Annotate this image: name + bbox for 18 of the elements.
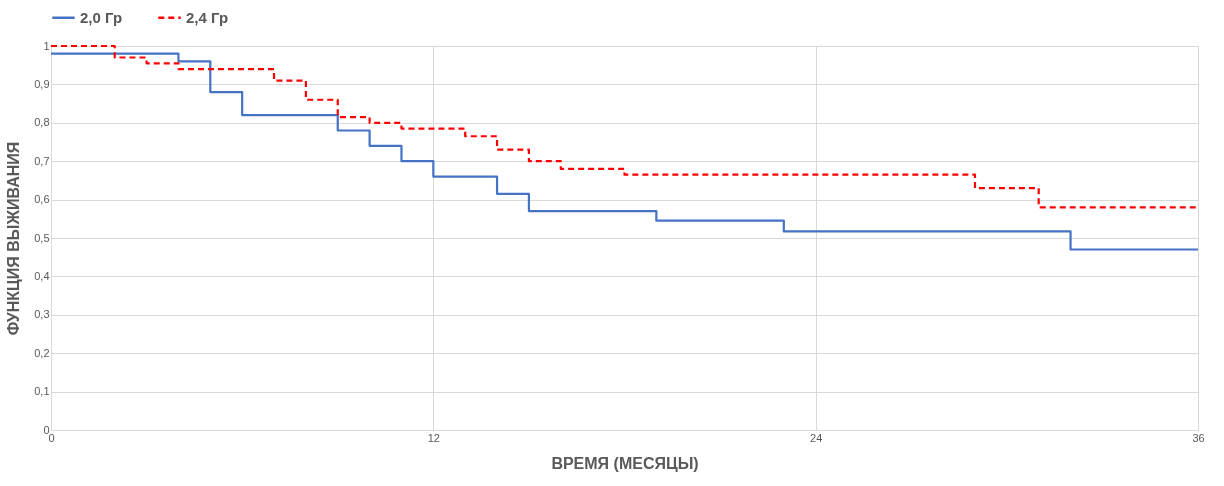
y-axis-title: ФУНКЦИЯ ВЫЖИВАНИЯ	[5, 141, 23, 336]
x-tick-label: 12	[427, 431, 440, 444]
y-tick-label: 0,7	[34, 154, 50, 167]
x-tick-label: 36	[1192, 431, 1205, 444]
y-tick-label: 0,6	[34, 193, 50, 206]
y-tick-label: 0,8	[34, 116, 50, 129]
y-tick-label: 0,5	[34, 231, 50, 244]
y-tick-label: 1	[43, 39, 50, 52]
y-tick-label: 0,4	[34, 269, 50, 282]
y-tick-label: 0,2	[34, 346, 50, 359]
legend-label: 2,0 Гр	[80, 8, 123, 26]
x-tick-label: 24	[810, 431, 823, 444]
y-tick-label: 0,3	[34, 308, 50, 321]
y-tick-label: 0,1	[34, 385, 50, 398]
legend-label: 2,4 Гр	[186, 8, 229, 26]
x-axis-title: ВРЕМЯ (МЕСЯЦЫ)	[551, 454, 699, 472]
y-tick-label: 0	[43, 423, 50, 436]
y-tick-label: 0,9	[34, 77, 50, 90]
